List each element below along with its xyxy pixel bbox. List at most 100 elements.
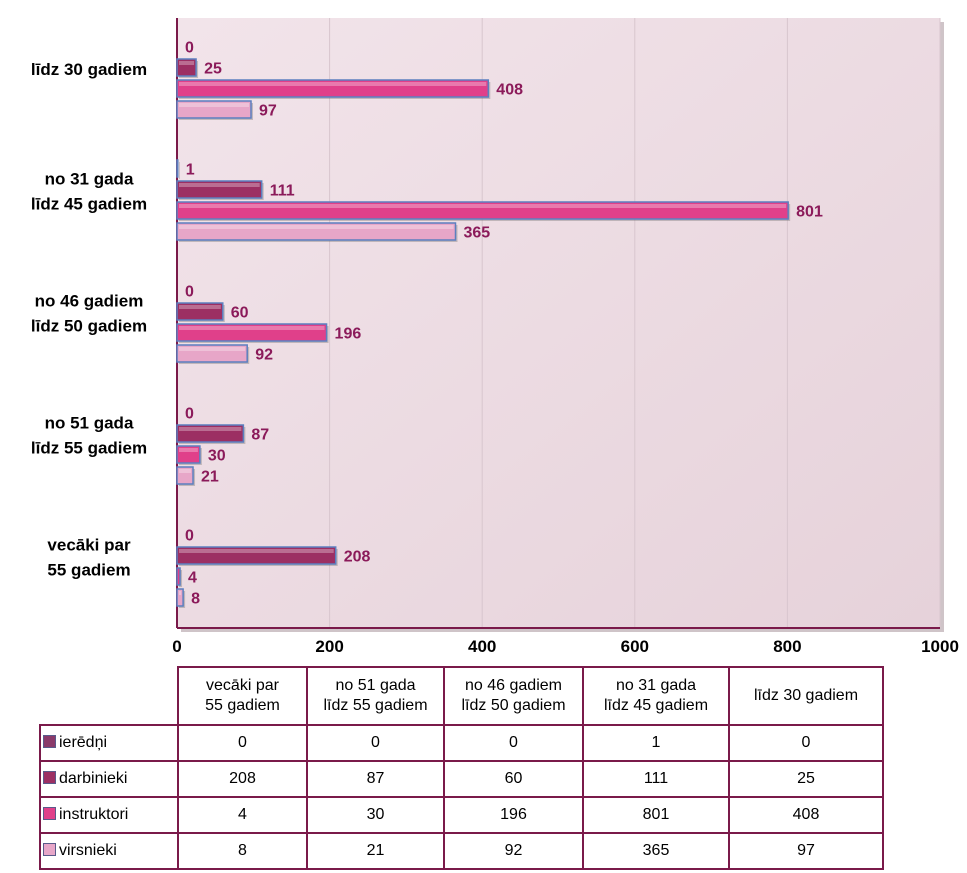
data-label: 1 (186, 162, 195, 179)
bar-instruktori (176, 201, 789, 220)
series-name: darbinieki (59, 770, 128, 787)
bar-highlight (179, 326, 325, 330)
legend-key (43, 735, 56, 748)
category-label: līdz 55 gadiem (31, 439, 147, 458)
plot-area (176, 18, 944, 632)
bar-highlight (179, 204, 787, 208)
table-column-header: vecāki par 55 gadiem (177, 666, 308, 726)
table-cell: 801 (582, 796, 730, 834)
category-label: no 31 gada (45, 170, 134, 189)
table-cell: 408 (728, 796, 884, 834)
data-label: 196 (335, 326, 362, 343)
data-table: vecāki par 55 gadiem no 51 gada līdz 55 gad… (39, 666, 884, 870)
table-cell: 30 (306, 796, 445, 834)
bar-highlight (179, 591, 182, 595)
table-row: darbinieki 208 87 60 111 25 (39, 760, 884, 798)
legend-key (43, 807, 56, 820)
category-label: 55 gadiem (47, 561, 130, 580)
table-cell: 87 (306, 760, 445, 798)
bar-highlight (179, 427, 242, 431)
category-label: no 46 gadiem (35, 292, 144, 311)
table-row: instruktori 4 30 196 801 408 (39, 796, 884, 834)
data-label: 8 (191, 591, 200, 608)
table-cell: 92 (443, 832, 584, 870)
bar-highlight (179, 305, 221, 309)
table-column-header-line: no 31 gada (615, 677, 697, 694)
data-label: 0 (185, 528, 194, 545)
data-label: 25 (204, 61, 222, 78)
table-cell: 60 (443, 760, 584, 798)
bar-highlight (179, 82, 487, 86)
table-cell: 196 (443, 796, 584, 834)
table-series-cell: instruktori (39, 796, 179, 834)
table-column-header-line: vecāki par (206, 677, 279, 694)
data-label: 92 (255, 347, 273, 364)
table-cell: 208 (177, 760, 308, 798)
bar-ierēdņi (176, 159, 179, 178)
table-cell: 8 (177, 832, 308, 870)
table-column-header-line: 55 gadiem (205, 697, 280, 714)
plot-background (177, 18, 940, 628)
table-cell: 365 (582, 832, 730, 870)
table-row: virsnieki 8 21 92 365 97 (39, 832, 884, 870)
table-cell: 1 (582, 724, 730, 762)
table-series-cell: ierēdņi (39, 724, 179, 762)
bar-virsnieki (176, 588, 184, 607)
data-label: 87 (251, 427, 269, 444)
bar-highlight (179, 448, 198, 452)
table-cell: 0 (728, 724, 884, 762)
table-column-header-line: līdz 45 gadiem (603, 697, 709, 714)
series-name: virsnieki (59, 842, 117, 859)
table-column-header: līdz 30 gadiem (728, 666, 884, 726)
x-tick-label: 600 (621, 637, 649, 656)
table-row: ierēdņi 0 0 0 1 0 (39, 724, 884, 762)
table-cell: 4 (177, 796, 308, 834)
table-cell: 97 (728, 832, 884, 870)
bar-darbinieki (176, 302, 224, 321)
bar-instruktori (176, 445, 201, 464)
data-label: 0 (185, 40, 194, 57)
table-column-header-line: no 51 gada (335, 677, 416, 694)
data-label: 0 (185, 284, 194, 301)
series-name: instruktori (59, 806, 129, 823)
data-label: 60 (231, 305, 249, 322)
table-cell: 111 (582, 760, 730, 798)
table-cell: 0 (177, 724, 308, 762)
bars (176, 58, 791, 608)
bar-highlight (179, 61, 195, 65)
bar-instruktori (176, 79, 490, 98)
x-tick-label: 400 (468, 637, 496, 656)
table-cell: 25 (728, 760, 884, 798)
data-label: 365 (463, 225, 490, 242)
table-column-header-line: līdz 50 gadiem (461, 697, 566, 714)
category-label: līdz 50 gadiem (31, 317, 147, 336)
category-label: no 51 gada (45, 414, 134, 433)
data-label: 21 (201, 469, 219, 486)
x-tick-label: 1000 (921, 637, 959, 656)
data-label: 208 (344, 549, 371, 566)
bar-highlight (179, 225, 454, 229)
category-label: vecāki par (47, 536, 131, 555)
x-tick-label: 800 (773, 637, 801, 656)
category-label: līdz 30 gadiem (31, 60, 147, 79)
bar-highlight (179, 549, 334, 553)
data-label: 30 (208, 448, 226, 465)
table-body: ierēdņi 0 0 0 1 0 darbinieki 208 87 60 111 25 instru… (39, 724, 884, 870)
bar-highlight (179, 183, 260, 187)
data-label: 4 (188, 570, 197, 587)
bar-darbinieki (176, 180, 263, 199)
bar-highlight (179, 347, 246, 351)
legend-key (43, 771, 56, 784)
bar-darbinieki (176, 546, 337, 565)
bar-highlight (179, 469, 192, 473)
bar-darbinieki (176, 424, 245, 443)
bar-virsnieki (176, 466, 194, 485)
table-column-header-line: no 46 gadiem (465, 677, 562, 694)
legend-key (43, 843, 56, 856)
category-label: līdz 45 gadiem (31, 195, 147, 214)
table-series-cell: darbinieki (39, 760, 179, 798)
table-series-cell: virsnieki (39, 832, 179, 870)
table-column-header: no 31 gada līdz 45 gadiem (582, 666, 730, 726)
bar-virsnieki (176, 100, 252, 119)
